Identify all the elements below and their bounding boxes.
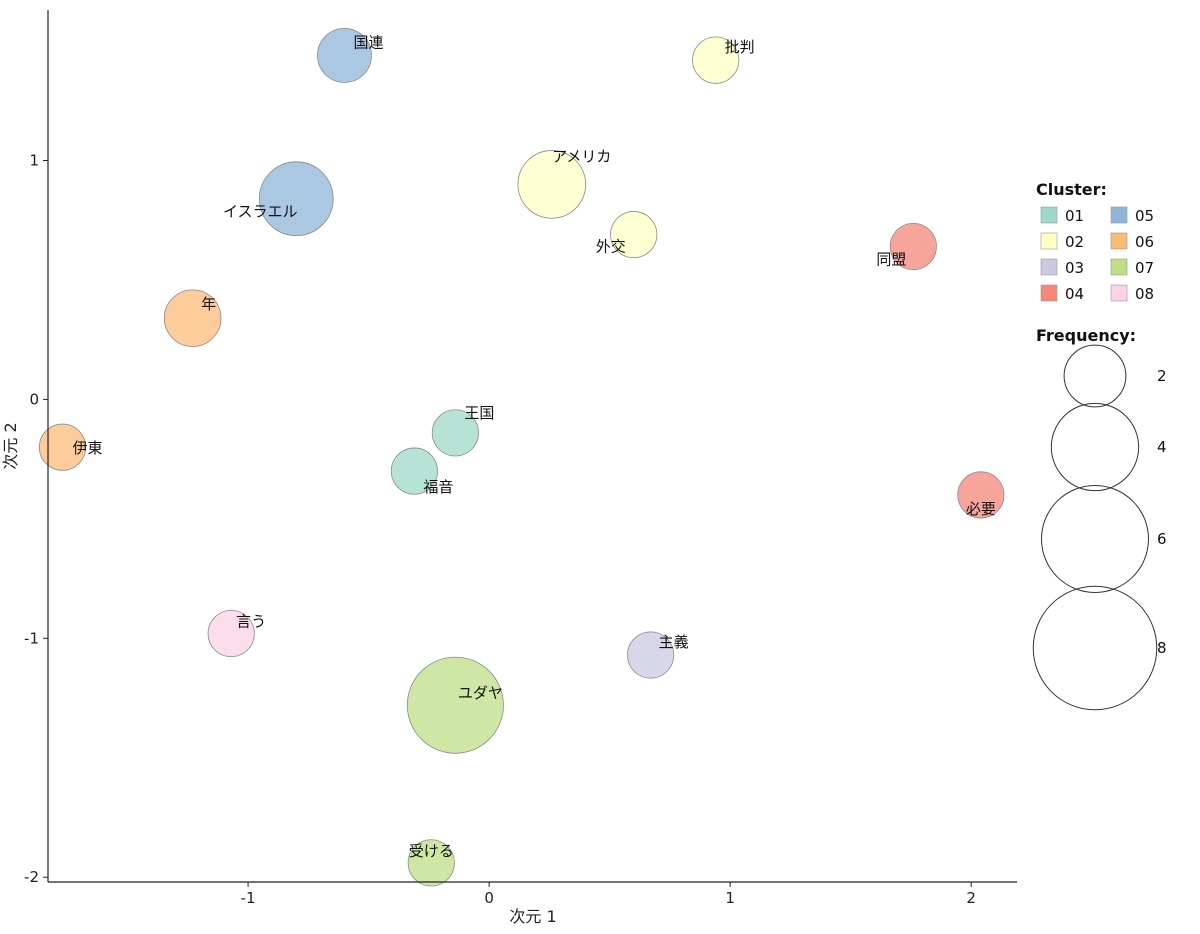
size-legend-circle-6	[1041, 485, 1149, 593]
frequency-legend-items: 2 4 6 8	[1032, 344, 1167, 711]
x-tick-label: -1	[241, 889, 256, 907]
legend-swatch-07	[1110, 258, 1128, 276]
point-label-12: 言う	[236, 613, 266, 631]
legend-label-04: 04	[1065, 285, 1084, 303]
legend-label-01: 01	[1065, 207, 1084, 225]
bubble-3	[517, 150, 587, 219]
point-label-6: 同盟	[876, 251, 906, 269]
size-legend-label-6: 6	[1157, 530, 1167, 548]
frequency-legend-title: Frequency:	[1036, 326, 1136, 345]
bubble-5	[610, 211, 658, 259]
size-legend-label-2: 2	[1157, 367, 1167, 385]
bubble-9	[431, 409, 479, 457]
point-label-14: ユダヤ	[458, 684, 503, 702]
bubble-4	[258, 161, 334, 237]
legend-swatch-01	[1040, 206, 1058, 224]
y-tick-label: -1	[24, 629, 39, 647]
point-label-4: イスラエル	[223, 203, 298, 221]
cluster-legend-title: Cluster:	[1036, 180, 1107, 199]
legend-swatch-08	[1110, 284, 1128, 302]
bubble-1	[317, 27, 372, 83]
point-label-1: 国連	[353, 33, 383, 51]
legend: Cluster: 01 02 03 04 05 06 07 08 Frequency: 2 4 6…	[1032, 180, 1167, 711]
size-legend-circle-2	[1063, 344, 1127, 408]
size-legend-label-4: 4	[1157, 438, 1167, 456]
x-axis-title: 次元 1	[509, 907, 556, 926]
x-tick-label: 1	[725, 889, 735, 907]
bubble-14	[406, 656, 504, 754]
legend-label-02: 02	[1065, 233, 1084, 251]
y-axis-title: 次元 2	[1, 422, 20, 469]
bubble-8	[38, 423, 87, 471]
point-label-13: 主義	[659, 633, 689, 651]
bubble-15	[407, 839, 455, 887]
cluster-legend-items: 01 02 03 04 05 06 07 08	[1040, 206, 1154, 303]
size-legend-circle-4	[1050, 402, 1140, 492]
size-legend-label-8: 8	[1157, 639, 1167, 657]
legend-label-07: 07	[1135, 259, 1154, 277]
point-label-2: 批判	[725, 38, 755, 56]
bubble-10	[390, 447, 438, 495]
bubble-13	[627, 631, 675, 679]
point-label-8: 伊東	[72, 439, 102, 457]
legend-label-08: 08	[1135, 285, 1154, 303]
legend-swatch-05	[1110, 206, 1128, 224]
size-legend-circle-8	[1032, 585, 1158, 711]
point-label-9: 王国	[464, 404, 494, 422]
axes	[47, 10, 1017, 883]
legend-swatch-06	[1110, 232, 1128, 250]
legend-swatch-04	[1040, 284, 1058, 302]
legend-swatch-02	[1040, 232, 1058, 250]
y-tick-label: 1	[29, 152, 39, 170]
bubble-11	[957, 471, 1005, 519]
bubble-6	[889, 222, 937, 271]
point-label-11: 必要	[966, 500, 996, 518]
x-tick-label: 2	[966, 889, 976, 907]
legend-swatch-03	[1040, 258, 1058, 276]
bubble-2	[692, 36, 740, 84]
legend-label-03: 03	[1065, 259, 1084, 277]
point-label-5: 外交	[596, 238, 626, 256]
x-axis-ticks: -1 0 1 2	[241, 882, 976, 907]
y-tick-label: 0	[29, 390, 39, 408]
point-label-7: 年	[201, 295, 216, 313]
point-label-10: 福音	[423, 478, 453, 496]
point-label-3: アメリカ	[552, 147, 611, 165]
bubble-12	[207, 610, 255, 658]
legend-label-06: 06	[1135, 233, 1154, 251]
y-axis-ticks: -2 -1 0 1	[24, 152, 48, 886]
x-tick-label: 0	[484, 889, 494, 907]
bubble-7	[163, 289, 222, 347]
y-tick-label: -2	[24, 868, 39, 886]
point-label-15: 受ける	[409, 842, 454, 860]
legend-label-05: 05	[1135, 207, 1154, 225]
